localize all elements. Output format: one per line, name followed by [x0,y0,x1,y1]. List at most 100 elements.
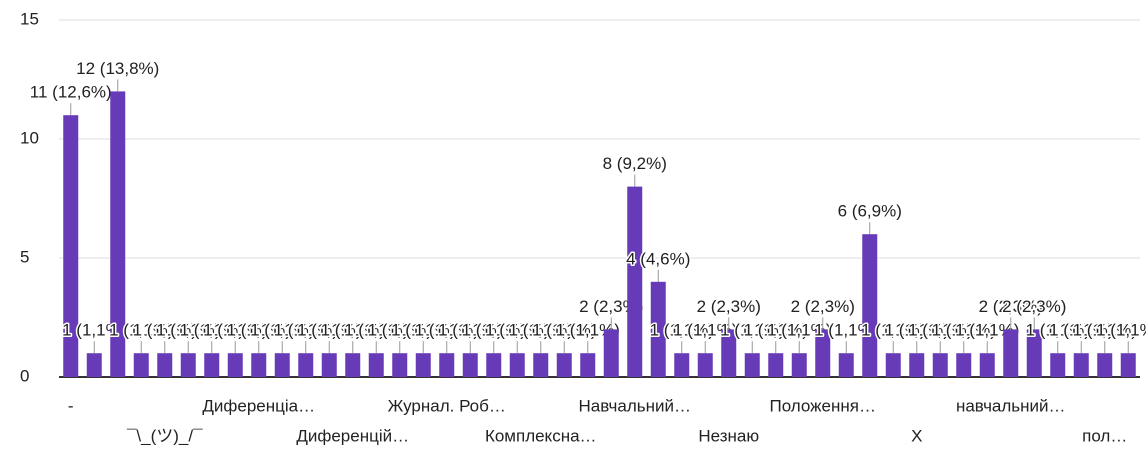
bar [979,353,995,377]
value-label: 1 (1,1%) [133,321,197,340]
bar [321,353,337,377]
value-label: 8 (9,2%) [603,154,667,173]
value-label: 1 (1,1%) [861,321,925,340]
bar [415,353,431,377]
y-tick-label: 10 [20,128,39,147]
bar [204,353,220,377]
bar [791,353,807,377]
value-label: 1 (1,1%) [368,321,432,340]
value-label: 1 (1,1%) [908,321,972,340]
bar [157,353,173,377]
bar [1026,329,1042,377]
value-label: 1 (1,1%) [509,321,573,340]
value-label: 1 (1,1%) [391,321,455,340]
bar [674,353,690,377]
x-tick-label: Комплексна… [485,426,597,445]
value-label: 1 (1,1%) [650,321,714,340]
bar [862,234,878,377]
value-label: 12 (13,8%) [76,59,159,78]
value-label: 6 (6,9%) [838,202,902,221]
value-label: 1 (1,1%) [344,321,408,340]
x-tick-label: Журнал. Роб… [388,396,506,415]
bar [627,186,643,377]
value-label: 1 (1,1%) [297,321,361,340]
bar [86,353,102,377]
value-label: 1 (1,1%) [1096,321,1146,340]
y-tick-label: 15 [20,9,39,28]
bar [63,115,79,377]
x-tick-label: X [911,426,922,445]
bar [1097,353,1113,377]
bar [650,281,666,377]
bar [885,353,901,377]
bar [697,353,713,377]
value-label: 11 (12,6%) [30,83,112,102]
y-tick-label: 5 [20,247,29,266]
x-tick-label: навчальний… [956,396,1066,415]
value-label: 1 (1,1%) [227,321,291,340]
value-label: 1 (1,1%) [321,321,385,340]
bar [815,329,831,377]
x-tick-label: Диференціа… [202,396,315,415]
x-tick-label: Диференцій… [296,426,409,445]
bar [533,353,549,377]
x-tick-label: ¯\_(ツ)_/¯ [126,426,203,445]
x-tick-label: Незнаю [698,426,759,445]
value-label: 1 (1,1%) [203,321,267,340]
value-label: 1 (1,1%) [462,321,526,340]
value-label: 1 (1,1%) [932,321,996,340]
value-label: 1 (1,1%) [438,321,502,340]
bar [368,353,384,377]
value-label: 1 (1,1%) [109,321,173,340]
bar [298,353,314,377]
bar [1003,329,1019,377]
bar [227,353,243,377]
bar [274,353,290,377]
x-tick-label: пол… [1082,426,1127,445]
value-label: 1 (1,1%) [250,321,314,340]
value-label: 1 (1,1%) [532,321,596,340]
bar [251,353,267,377]
value-label: 1 (1,1%) [1049,321,1113,340]
value-label: 2 (2,3%) [697,297,761,316]
value-label: 2 (2,3%) [791,297,855,316]
bar [1120,353,1136,377]
value-label: 1 (1,1%) [180,321,244,340]
value-label: 2 (2,3%) [1002,297,1066,316]
x-tick-label: Положення… [770,396,876,415]
bar [1073,353,1089,377]
bar [1050,353,1066,377]
value-label: 1 (1,1%) [1073,321,1137,340]
value-label: 1 (1,1%) [885,321,949,340]
value-label: 4 (4,6%) [626,249,690,268]
bar [486,353,502,377]
bar [509,353,525,377]
value-label: 2 (2,3%) [979,297,1043,316]
bar [110,91,126,378]
bar [462,353,478,377]
bar [909,353,925,377]
value-label: 1 (1,1%) [744,321,808,340]
value-label: 1 (1,1%) [156,321,220,340]
bar [133,353,149,377]
bar [180,353,196,377]
bar [956,353,972,377]
value-label: 1 (1,1%) [415,321,479,340]
bar [603,329,619,377]
value-label: 1 (1,1%) [1026,321,1090,340]
x-tick-label: Навчальний… [579,396,691,415]
x-tick-label: - [68,396,74,415]
value-label: 1 (1,1%) [720,321,784,340]
bar [768,353,784,377]
bar [556,353,572,377]
bar [721,329,737,377]
y-tick-label: 0 [20,366,29,385]
value-label: 1 (1,1%) [274,321,338,340]
bar [932,353,948,377]
bar [392,353,408,377]
bar [744,353,760,377]
value-label: 1 (1,1%) [485,321,549,340]
bar [345,353,361,377]
bar [580,353,596,377]
